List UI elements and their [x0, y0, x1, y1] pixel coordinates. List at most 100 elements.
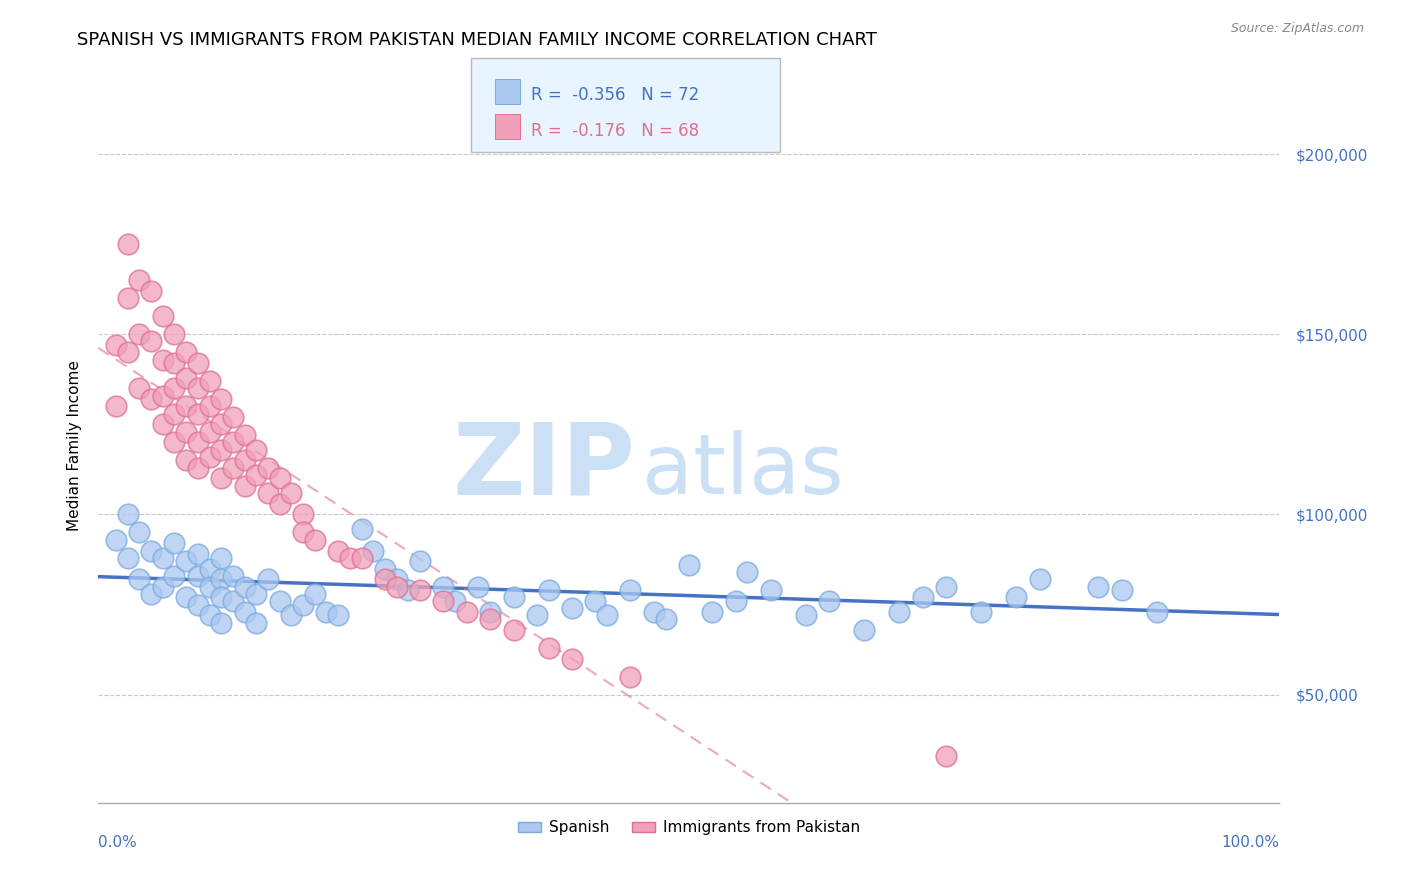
Point: [198, 425, 221, 439]
Point: [935, 748, 957, 763]
Point: [970, 605, 993, 619]
Point: [174, 425, 197, 439]
Point: [209, 615, 232, 630]
Point: [163, 356, 186, 370]
Point: [117, 550, 139, 565]
Point: [198, 580, 221, 594]
Point: [269, 497, 291, 511]
Point: [198, 374, 221, 388]
Point: [479, 605, 502, 619]
Point: [245, 442, 267, 457]
Point: [361, 543, 384, 558]
Point: [174, 345, 197, 359]
Point: [187, 547, 209, 561]
Point: [409, 583, 432, 598]
Point: [502, 591, 524, 605]
Text: R =  -0.176   N = 68: R = -0.176 N = 68: [531, 121, 700, 140]
Point: [409, 554, 432, 568]
Text: SPANISH VS IMMIGRANTS FROM PAKISTAN MEDIAN FAMILY INCOME CORRELATION CHART: SPANISH VS IMMIGRANTS FROM PAKISTAN MEDI…: [77, 31, 877, 49]
Point: [280, 486, 302, 500]
Point: [233, 453, 256, 467]
Point: [104, 400, 127, 414]
Point: [911, 591, 934, 605]
Point: [209, 417, 232, 432]
Point: [935, 580, 957, 594]
Point: [479, 612, 502, 626]
Point: [350, 522, 373, 536]
Point: [117, 237, 139, 252]
Text: atlas: atlas: [641, 431, 844, 511]
Point: [467, 580, 489, 594]
Point: [396, 583, 419, 598]
Point: [561, 651, 583, 665]
Point: [128, 572, 150, 586]
Point: [1087, 580, 1109, 594]
Point: [152, 417, 174, 432]
Point: [187, 356, 209, 370]
Point: [163, 536, 186, 550]
Point: [198, 608, 221, 623]
Point: [794, 608, 817, 623]
Point: [1146, 605, 1168, 619]
Text: Source: ZipAtlas.com: Source: ZipAtlas.com: [1230, 22, 1364, 36]
Point: [326, 543, 349, 558]
Point: [209, 471, 232, 485]
Point: [374, 561, 396, 575]
Point: [174, 370, 197, 384]
Point: [209, 550, 232, 565]
Point: [209, 392, 232, 406]
Point: [222, 594, 245, 608]
Point: [104, 338, 127, 352]
Point: [174, 591, 197, 605]
Point: [1029, 572, 1052, 586]
Point: [654, 612, 676, 626]
Point: [280, 608, 302, 623]
Point: [187, 435, 209, 450]
Point: [315, 605, 337, 619]
Point: [432, 580, 454, 594]
Point: [233, 580, 256, 594]
Point: [163, 407, 186, 421]
Point: [117, 345, 139, 359]
Point: [139, 392, 162, 406]
Point: [292, 525, 315, 540]
Point: [233, 605, 256, 619]
Point: [187, 568, 209, 582]
Point: [257, 572, 280, 586]
Point: [583, 594, 606, 608]
Point: [444, 594, 467, 608]
Point: [432, 594, 454, 608]
Point: [245, 615, 267, 630]
Point: [643, 605, 665, 619]
Point: [245, 467, 267, 482]
Point: [818, 594, 841, 608]
Point: [209, 442, 232, 457]
Point: [152, 550, 174, 565]
Point: [139, 543, 162, 558]
Point: [326, 608, 349, 623]
Point: [187, 598, 209, 612]
Point: [257, 460, 280, 475]
Point: [385, 572, 408, 586]
Point: [537, 583, 560, 598]
Point: [152, 388, 174, 402]
Point: [187, 460, 209, 475]
Legend: Spanish, Immigrants from Pakistan: Spanish, Immigrants from Pakistan: [512, 814, 866, 841]
Point: [702, 605, 724, 619]
Point: [128, 327, 150, 342]
Point: [174, 453, 197, 467]
Point: [104, 533, 127, 547]
Point: [152, 352, 174, 367]
Point: [257, 486, 280, 500]
Point: [759, 583, 782, 598]
Point: [128, 381, 150, 395]
Point: [139, 284, 162, 298]
Point: [619, 670, 641, 684]
Point: [163, 381, 186, 395]
Point: [222, 435, 245, 450]
Point: [853, 623, 876, 637]
Text: 0.0%: 0.0%: [98, 835, 138, 850]
Point: [889, 605, 911, 619]
Point: [374, 572, 396, 586]
Point: [678, 558, 700, 572]
